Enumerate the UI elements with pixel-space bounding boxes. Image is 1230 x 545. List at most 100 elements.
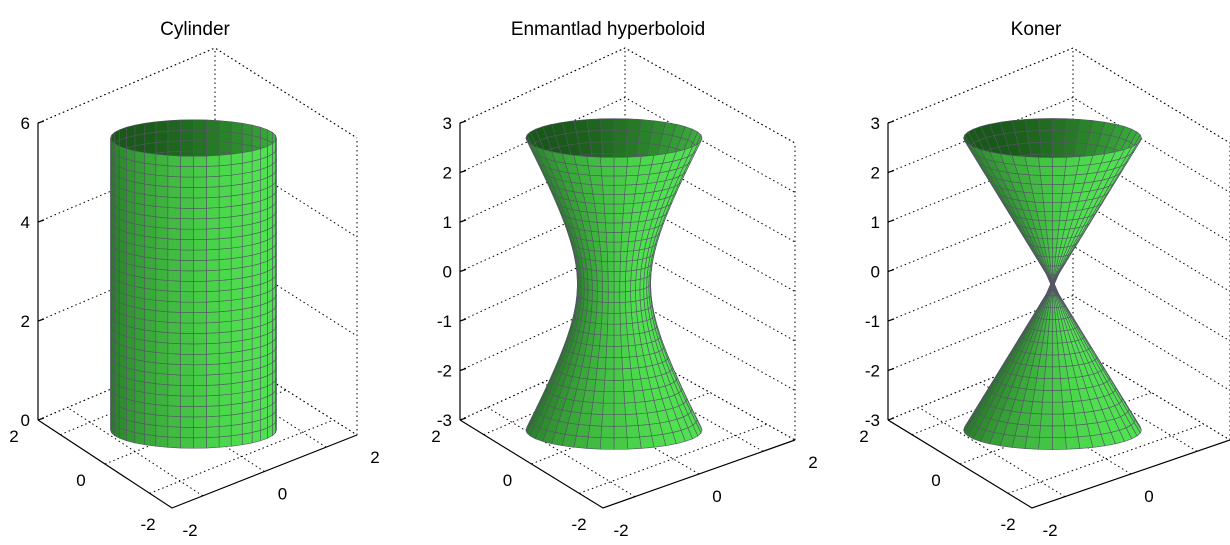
cylinder-surface-patch (155, 164, 169, 177)
hyperboloid-surface-patch (582, 389, 595, 403)
cylinder-surface-patch (167, 130, 181, 142)
cylinder-surface-patch (144, 287, 157, 301)
cylinder-surface-patch (230, 360, 243, 374)
hyperboloid-surface-patch (613, 312, 621, 325)
cylinder-surface-patch (180, 260, 194, 272)
cylinder-surface-patch (155, 352, 169, 365)
cylinder-surface-patch (155, 414, 169, 427)
hyperboloid-surface-patch (613, 402, 626, 416)
x-tick-label: -2 (613, 521, 628, 540)
hyperboloid-surface-patch (635, 278, 641, 291)
cylinder-surface-patch (241, 150, 253, 164)
hyperboloid-surface-patch (591, 184, 604, 195)
cylinder-surface-patch (193, 301, 207, 313)
cone-surface-patch (1047, 238, 1053, 249)
cylinder-surface-patch (180, 385, 194, 397)
hyperboloid-surface-patch (613, 425, 628, 439)
floor-axis-lines (887, 419, 1230, 509)
cylinder-surface-patch (193, 437, 207, 449)
cylinder-surface-patch (167, 140, 181, 153)
cylinder-surface-patch (167, 238, 181, 251)
hyperboloid-surface-patch (630, 269, 637, 282)
cylinder-surface-patch (230, 350, 243, 364)
cylinder-surface-patch (180, 437, 194, 449)
z-tick-label: 1 (443, 213, 452, 232)
hyperboloid-surface-patch (595, 212, 606, 224)
cylinder-surface-patch (230, 131, 243, 145)
cone-surface-patch (1052, 389, 1063, 403)
cylinder-surface-patch (167, 186, 181, 199)
hyperboloid-surface-patch (578, 412, 592, 426)
cylinder-surface-patch (272, 140, 276, 155)
cylinder-surface-patch (206, 342, 220, 355)
cylinder-surface-patch (230, 402, 243, 416)
hyperboloid-surface-patch (601, 260, 609, 272)
hyperboloid-surface-patch (622, 368, 633, 381)
cylinder-surface-patch (155, 341, 169, 354)
cylinder-surface-patch (260, 126, 268, 141)
hyperboloid-surface-patch (630, 279, 637, 292)
cone-surface-patch (1052, 319, 1057, 332)
z-tick-label: 0 (871, 263, 880, 282)
cone-surface-patch (1064, 165, 1079, 176)
hyperboloid-surface-patch (625, 165, 640, 177)
cylinder-surface-patch (167, 259, 181, 272)
hyperboloid-surface-patch (594, 203, 606, 214)
z-tick-label: -1 (437, 312, 452, 331)
cylinder-surface-patch (230, 246, 243, 259)
cylinder-surface-patch (167, 436, 181, 449)
hyperboloid-surface-patch (623, 193, 636, 205)
cylinder-surface-patch (218, 279, 232, 292)
cylinder-surface-patch (180, 249, 194, 261)
hyperboloid-surface-patch (596, 301, 603, 314)
cylinder-surface-patch (167, 342, 181, 355)
cone-surface-patch (1034, 377, 1045, 391)
cylinder-surface-patch (167, 415, 181, 428)
cylinder-surface-patch (155, 372, 169, 386)
cylinder-surface-patch (180, 280, 194, 293)
hyperboloid-surface-patch (588, 130, 603, 143)
hyperboloid-surface-patch (621, 356, 632, 370)
z-tick-label: 3 (443, 114, 452, 133)
y-tick-label: -2 (1000, 515, 1015, 534)
hyperboloid-surface-patch (575, 164, 591, 176)
cylinder-surface-patch (218, 393, 232, 406)
hyperboloid-surface-patch (605, 345, 615, 358)
cylinder-surface-patch (218, 435, 232, 448)
cylinder-surface-patch (206, 394, 220, 407)
z-tick-label: -1 (865, 312, 880, 331)
cone-surface-patch (1048, 247, 1053, 258)
hyperboloid-surface-patch (619, 301, 627, 314)
cylinder-surface-patch (230, 173, 243, 186)
cylinder-surface-patch (218, 226, 232, 240)
cylinder-surface-patch (167, 374, 181, 386)
hyperboloid-surface-patch (600, 425, 615, 439)
cylinder-surface-patch (155, 258, 169, 271)
cylinder-surface-patch (218, 289, 232, 302)
hyperboloid-surface-patch (583, 277, 589, 291)
hyperboloid-surface-patch (594, 379, 606, 392)
cylinder-surface-patch (155, 268, 169, 281)
cone-surface-patch (1052, 129, 1066, 143)
hyperboloid-surface-patch (626, 156, 642, 167)
hyperboloid-surface-patch (601, 312, 609, 325)
cylinder-surface-patch (193, 343, 207, 355)
hyperboloid-surface-patch (633, 389, 646, 403)
cylinder-surface-patch (206, 196, 220, 209)
hyperboloid-surface-patch (601, 141, 615, 154)
cylinder-surface-patch (206, 321, 220, 334)
cone-surface-patch (1077, 435, 1094, 449)
cylinder-surface-patch (155, 393, 169, 406)
cone-surface-patch (1041, 184, 1053, 194)
cylinder-surface-patch (193, 395, 207, 407)
cylinder-surface-patch (155, 130, 169, 143)
hyperboloid-surface-patch (604, 368, 615, 381)
cylinder-surface-patch (180, 187, 194, 199)
hyperboloid-surface-patch (575, 424, 591, 438)
cylinder-surface-patch (155, 299, 169, 313)
cylinder-surface-patch (206, 186, 220, 199)
hyperboloid-surface-patch (606, 241, 615, 253)
cone-surface-patch (1064, 130, 1079, 144)
cylinder-surface-patch (230, 204, 243, 218)
